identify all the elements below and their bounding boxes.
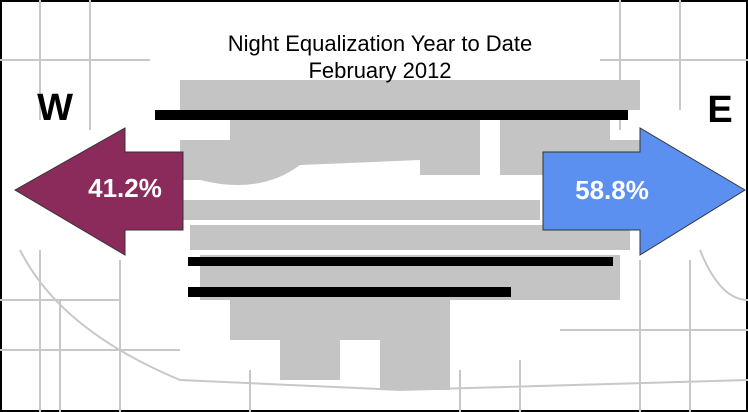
east-label: E [707,89,732,131]
title: Night Equalization Year to Date [228,31,533,56]
east-share: 58.8% [575,175,649,205]
west-arrow [13,127,184,256]
runways [155,110,628,297]
west-share: 41.2% [88,173,162,203]
east-arrow [542,127,746,256]
subtitle: February 2012 [308,58,451,83]
west-label: W [37,87,73,129]
